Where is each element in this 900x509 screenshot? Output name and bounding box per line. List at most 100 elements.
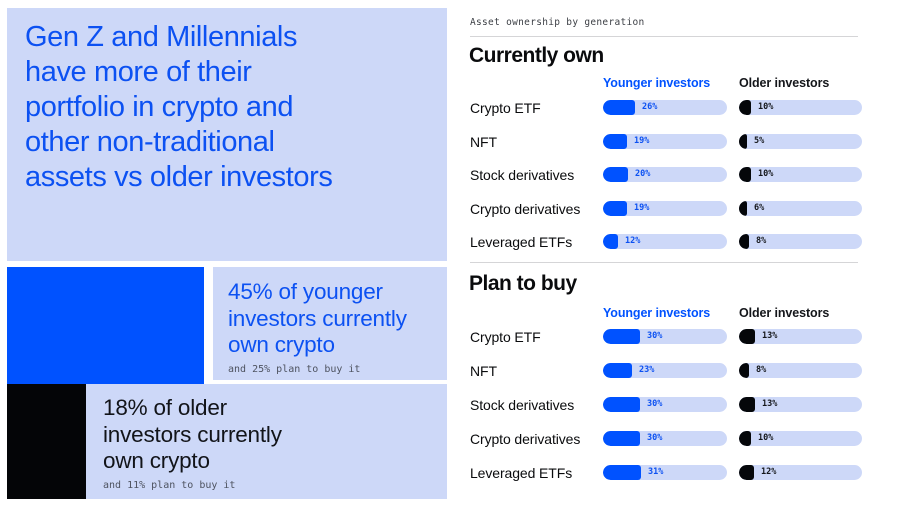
older-bar-value: 10% (758, 169, 774, 179)
younger-stat-note: and 25% plan to buy it (228, 363, 361, 375)
younger-bar: 19% (603, 200, 727, 216)
older-bar: 5% (739, 133, 862, 149)
asset-label: Stock derivatives (470, 397, 575, 413)
older-bar: 13% (739, 397, 862, 412)
younger-bar-value: 20% (635, 169, 651, 179)
asset-label: NFT (470, 133, 497, 150)
older-bar: 8% (739, 363, 862, 378)
column-header-younger-2: Younger investors (603, 306, 711, 320)
younger-bar-fill (603, 431, 640, 446)
section-title-plan-to-buy: Plan to buy (469, 272, 577, 295)
older-bar-value: 10% (758, 433, 774, 443)
older-bar-fill (739, 167, 751, 182)
older-bar: 12% (739, 465, 862, 480)
older-stat-panel: 18% of older investors currently own cry… (86, 384, 447, 499)
older-bar: 8% (739, 234, 862, 249)
younger-bar-value: 12% (625, 236, 641, 246)
younger-bar-fill (603, 234, 618, 249)
older-bar: 10% (739, 167, 862, 182)
asset-label: Crypto derivatives (470, 431, 581, 447)
older-bar-value: 12% (761, 467, 777, 477)
younger-bar: 20% (603, 167, 727, 182)
older-bar-fill (739, 329, 755, 344)
asset-row: Crypto derivatives 19% 6% (470, 200, 862, 217)
divider-top (470, 36, 858, 37)
younger-bar-value: 19% (634, 202, 650, 213)
younger-bar: 30% (603, 431, 727, 446)
asset-label: Crypto ETF (470, 329, 541, 345)
asset-row: NFT 19% 5% (470, 133, 862, 150)
headline-text: Gen Z and Millennials have more of their… (25, 21, 333, 193)
older-bar-value: 8% (756, 236, 767, 246)
chart-eyebrow: Asset ownership by generation (470, 17, 645, 28)
younger-bar: 31% (603, 465, 727, 480)
younger-bar-value: 19% (634, 135, 650, 146)
asset-label: Stock derivatives (470, 167, 575, 183)
older-bar-fill (739, 100, 751, 115)
headline-panel: Gen Z and Millennials have more of their… (7, 8, 447, 261)
older-bar: 6% (739, 200, 862, 216)
younger-bar-value: 30% (647, 331, 663, 341)
asset-row: Crypto ETF 26% 10% (470, 100, 862, 116)
younger-stat-panel: 45% of younger investors currently own c… (213, 267, 447, 380)
younger-bar-value: 31% (648, 467, 664, 477)
older-bar-fill (739, 133, 747, 149)
asset-row: Leveraged ETFs 12% 8% (470, 234, 862, 250)
asset-label: Crypto derivatives (470, 200, 581, 217)
column-header-older-2: Older investors (739, 306, 830, 320)
younger-bar-value: 30% (647, 433, 663, 443)
asset-row: Crypto derivatives 30% 10% (470, 431, 862, 447)
older-bar-fill (739, 200, 747, 216)
younger-stat-text: 45% of younger investors currently own c… (228, 279, 407, 357)
asset-label: Leveraged ETFs (470, 465, 573, 481)
younger-bar: 30% (603, 329, 727, 344)
older-bar-value: 13% (762, 399, 778, 409)
older-bar-fill (739, 465, 754, 480)
younger-bar-fill (603, 100, 635, 115)
older-bar-fill (739, 363, 749, 378)
asset-label: Crypto ETF (470, 100, 541, 116)
younger-bar-fill (603, 133, 627, 149)
older-stat-note: and 11% plan to buy it (103, 479, 236, 491)
younger-bar-fill (603, 363, 632, 378)
asset-label: Leveraged ETFs (470, 234, 573, 250)
younger-bar-fill (603, 200, 627, 216)
older-bar-fill (739, 234, 749, 249)
older-bar-value: 10% (758, 102, 774, 112)
older-bar-value: 13% (762, 331, 778, 341)
older-bar-value: 8% (756, 365, 767, 375)
older-bar-fill (739, 431, 751, 446)
younger-bar-fill (603, 329, 640, 344)
older-bar-value: 6% (754, 202, 765, 213)
section-title-currently-own: Currently own (469, 44, 604, 67)
younger-bar-value: 23% (639, 365, 655, 375)
older-stat-text: 18% of older investors currently own cry… (103, 395, 282, 473)
younger-bar-fill (603, 167, 628, 182)
column-header-younger-1: Younger investors (603, 76, 711, 90)
younger-bar-value: 30% (647, 399, 663, 409)
older-stat-bar (7, 384, 86, 499)
younger-bar: 12% (603, 234, 727, 249)
younger-stat-bar (7, 267, 204, 384)
column-header-older-1: Older investors (739, 76, 830, 90)
older-bar-value: 5% (754, 135, 765, 146)
younger-bar-fill (603, 397, 640, 412)
asset-row: Leveraged ETFs 31% 12% (470, 465, 862, 481)
older-bar-fill (739, 397, 755, 412)
asset-row: NFT 23% 8% (470, 363, 862, 379)
younger-bar: 19% (603, 133, 727, 149)
chart-panel: Asset ownership by generation Currently … (469, 0, 862, 509)
asset-row: Crypto ETF 30% 13% (470, 329, 862, 345)
divider-middle (470, 262, 858, 263)
asset-row: Stock derivatives 30% 13% (470, 397, 862, 413)
asset-label: NFT (470, 363, 497, 379)
older-bar: 10% (739, 100, 862, 115)
younger-bar: 26% (603, 100, 727, 115)
older-bar: 10% (739, 431, 862, 446)
younger-bar: 23% (603, 363, 727, 378)
asset-row: Stock derivatives 20% 10% (470, 167, 862, 183)
younger-bar: 30% (603, 397, 727, 412)
younger-bar-value: 26% (642, 102, 658, 112)
older-bar: 13% (739, 329, 862, 344)
younger-bar-fill (603, 465, 641, 480)
